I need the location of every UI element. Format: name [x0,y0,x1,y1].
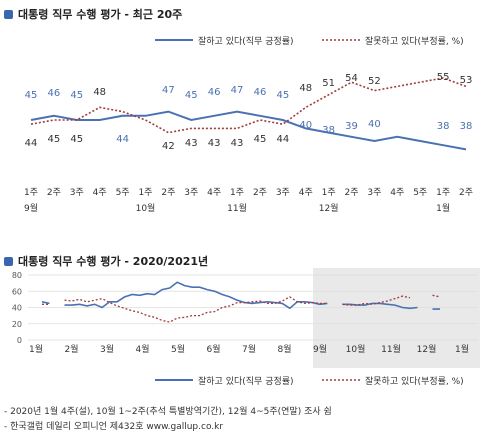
negative-label: 48 [299,83,312,94]
x-tick-label: 3주 [70,187,84,198]
negative-label: 45 [70,134,83,145]
positive-label: 45 [185,90,198,101]
legend-positive-label: 잘하고 있다(직무 긍정률) [198,375,294,387]
title-bullet-icon [4,9,13,19]
x-tick-label: 2주 [253,187,267,198]
negative-label: 51 [322,78,335,89]
negative-label: 48 [93,87,106,98]
x-tick-label: 2주 [161,187,175,198]
positive-label: 38 [460,121,473,132]
x-tick-label: 1주 [230,187,244,198]
x-month-label: 9월 [313,343,327,355]
positive-label: 47 [231,85,244,96]
positive-label: 40 [299,120,312,131]
x-month-label: 3월 [100,343,114,355]
y-tick-label: 80 [12,271,22,280]
negative-label: 43 [231,138,244,149]
x-tick-label: 1주 [436,187,450,198]
positive-label: 45 [276,90,289,101]
legend-negative-label: 잘못하고 있다(부정률, %) [365,375,464,387]
x-month-label: 10월 [346,343,366,355]
x-month-label: 1월 [29,343,43,355]
x-month-label: 1월 [455,343,469,355]
negative-series-line [30,77,467,134]
negative-series-line [42,294,441,323]
x-month-label: 6월 [206,343,220,355]
x-month-label: 11월 [381,343,401,355]
negative-label: 44 [25,138,38,149]
chart1-svg: 잘하고 있다(직무 긍정률) 잘못하고 있다(부정률, %) 45 46 45 47 45… [24,35,473,214]
x-month-label: 12월 [319,202,339,214]
negative-label: 42 [162,141,175,152]
x-month-label: 8월 [277,343,291,355]
x-month-label: 11월 [227,202,247,214]
negative-label: 52 [368,76,381,87]
x-month-label: 10월 [136,202,156,214]
x-month-label: 5월 [171,343,185,355]
x-tick-label: 3주 [184,187,198,198]
x-month-label: 7월 [242,343,256,355]
chart2-title-row: 대통령 직무 수행 평가 - 2020/2021년 [4,253,208,269]
x-month-label: 9월 [24,202,38,214]
y-tick-label: 40 [12,304,22,313]
positive-label: 38 [437,121,450,132]
positive-label: 46 [208,87,221,98]
positive-label: 44 [116,134,129,145]
chart1-title-row: 대통령 직무 수행 평가 - 최근 20주 [4,6,182,22]
negative-label: 45 [254,134,267,145]
title-bullet-icon [4,256,13,266]
x-tick-label: 4주 [299,187,313,198]
x-tick-label: 4주 [207,187,221,198]
positive-label: 45 [25,90,38,101]
x-tick-label: 1주 [138,187,152,198]
positive-label: 39 [345,121,358,132]
negative-label: 45 [48,134,61,145]
chart2-title: 대통령 직무 수행 평가 - 2020/2021년 [18,255,209,268]
negative-label: 43 [185,138,198,149]
positive-label: 38 [322,125,335,136]
shaded-region [313,268,480,368]
x-tick-label: 3주 [276,187,290,198]
negative-label: 54 [345,73,358,84]
x-month-label: 2월 [64,343,78,355]
legend-negative-label: 잘못하고 있다(부정률, %) [365,35,464,47]
negative-label: 43 [208,138,221,149]
x-tick-label: 1주 [322,187,336,198]
chart1-title: 대통령 직무 수행 평가 - 최근 20주 [18,8,183,21]
positive-label: 40 [368,119,381,130]
y-tick-label: 60 [12,287,22,296]
legend-positive-label: 잘하고 있다(직무 긍정률) [198,35,294,47]
footnote-2: - 한국갤럽 데일리 오피니언 제432호 www.gallup.co.kr [4,422,224,432]
x-month-label: 1월 [436,202,450,214]
x-tick-label: 4주 [93,187,107,198]
x-tick-label: 2주 [47,187,61,198]
positive-label: 46 [254,87,267,98]
negative-label: 55 [437,72,450,83]
x-tick-label: 2주 [459,187,473,198]
footnote-1: - 2020년 1월 4주(설), 10월 1~2주(추석 특별방역기간), 1… [4,407,332,417]
positive-label: 47 [162,85,175,96]
positive-label: 45 [70,90,83,101]
x-month-label: 4월 [135,343,149,355]
positive-series-line [30,110,467,151]
y-tick-label: 0 [17,336,22,345]
x-tick-label: 3주 [367,187,381,198]
x-month-label: 12월 [417,343,437,355]
x-tick-label: 5주 [116,187,130,198]
positive-series-line [41,281,440,310]
negative-label: 53 [460,75,473,86]
x-tick-label: 2주 [345,187,359,198]
x-tick-label: 4주 [390,187,404,198]
x-tick-label: 1주 [24,187,38,198]
positive-label: 46 [48,88,61,99]
negative-label: 44 [276,134,289,145]
y-tick-label: 20 [12,320,22,329]
x-tick-label: 5주 [413,187,427,198]
